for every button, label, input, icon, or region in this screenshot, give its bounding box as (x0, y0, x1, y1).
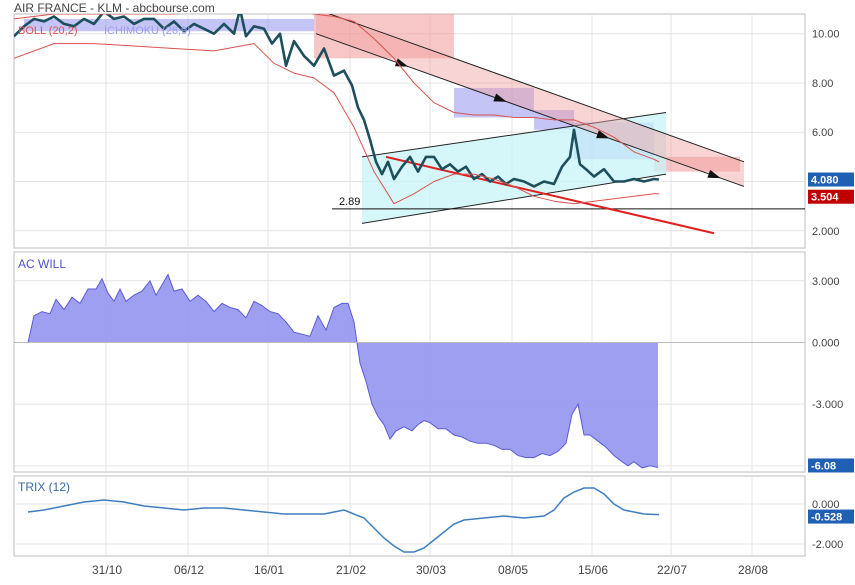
legend-entry: BOLL (20,2) (18, 25, 78, 37)
trend-arrow-2 (493, 93, 507, 102)
price-y-tick-label: 10.00 (812, 29, 840, 41)
support-level-label: 2.89 (339, 196, 360, 208)
price-y-tick-label: 2.000 (812, 226, 840, 238)
x-tick-label: 31/10 (92, 563, 122, 577)
trend-arrow-3 (596, 130, 610, 139)
acwill-last-value-badge: -6.08 (811, 460, 836, 472)
price-last-value-badge-bg (808, 172, 854, 187)
red-trend-line (385, 155, 715, 235)
x-tick-label: 21/02 (336, 563, 366, 577)
boll-lower-value-badge-bg (808, 189, 854, 204)
ichimoku-cloud-bear (654, 156, 740, 172)
acwill-y-tick-label: -3.000 (812, 399, 843, 411)
price-last-value-badge: 4.080 (811, 175, 839, 187)
acwill-area (28, 274, 658, 468)
x-tick-label: 15/06 (578, 563, 608, 577)
x-tick-label: 30/03 (416, 563, 446, 577)
boll-lower-value-badge: 3.504 (811, 192, 839, 204)
trix-line (27, 487, 660, 553)
downward-channel-fill (316, 14, 744, 187)
price-plot-group (14, 14, 805, 235)
trix-y-tick-label: 0.000 (812, 499, 840, 511)
price-y-tick-label: 8.00 (812, 78, 833, 90)
price-y-tick-label: 6.00 (812, 127, 833, 139)
x-tick-label: 28/08 (738, 563, 768, 577)
acwill-last-value-badge-bg (808, 458, 854, 473)
x-tick-label: 22/07 (657, 563, 687, 577)
chart-title: AIR FRANCE - KLM - abcbourse.com (14, 1, 215, 15)
trix-last-value-badge-bg (808, 509, 854, 524)
acwill-y-tick-label: 3.000 (812, 276, 840, 288)
ichimoku-cloud-bull (454, 87, 534, 118)
trix-legend: TRIX (12) (18, 480, 70, 494)
upward-channel-top (361, 112, 667, 158)
downward-channel-top (328, 14, 745, 163)
boll-upper-band-line (14, 14, 660, 163)
acwill-legend: AC WILL (18, 257, 66, 271)
x-tick-label: 16/01 (254, 563, 284, 577)
x-tick-label: 08/05 (498, 563, 528, 577)
price-series-line (14, 14, 660, 188)
acwill-line (27, 273, 659, 469)
trix-y-tick-label: -2.000 (812, 539, 843, 551)
acwill-y-tick-label: 0.000 (812, 337, 840, 349)
ichimoku-cloud-bear (314, 14, 454, 59)
trix-panel-frame (13, 475, 806, 557)
trix-last-value-badge: -0.528 (811, 512, 842, 524)
legend-entry: ICHIMOKU (26,9) (104, 25, 191, 37)
downward-channel-bottom (315, 33, 745, 187)
trend-arrow-1 (394, 58, 409, 67)
boll-lower-band-line (14, 43, 660, 205)
upward-channel-fill (362, 112, 666, 224)
x-tick-label: 06/12 (174, 563, 204, 577)
trend-arrow-4 (707, 169, 721, 179)
